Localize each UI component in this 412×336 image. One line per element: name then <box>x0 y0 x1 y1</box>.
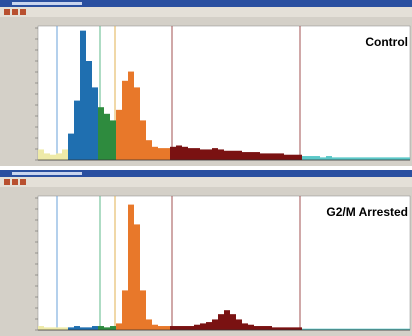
histogram-bar <box>98 326 104 330</box>
histogram-bar <box>218 314 224 330</box>
histogram-bar <box>302 156 308 160</box>
histogram-bar <box>188 148 194 160</box>
histogram-bar <box>254 152 260 160</box>
histogram-bar <box>182 147 188 160</box>
histogram-bar <box>38 326 44 330</box>
histogram-bar <box>170 326 176 330</box>
panel-label: G2/M Arrested <box>326 205 408 219</box>
histogram-bar <box>152 325 158 330</box>
histogram-bar <box>110 326 116 330</box>
screenshot: Control G2/M Arrested <box>0 0 412 336</box>
histogram-bar <box>308 156 314 160</box>
histogram-bar <box>104 114 110 160</box>
histogram-bar <box>278 153 284 160</box>
histogram-bar <box>110 120 116 160</box>
histogram-bar <box>200 149 206 160</box>
histogram-bar <box>164 326 170 330</box>
histogram-bar <box>128 205 134 330</box>
histogram-bar <box>98 107 104 160</box>
histogram-bar <box>272 153 278 160</box>
histogram-bar <box>116 323 122 330</box>
histogram-bar <box>290 155 296 160</box>
histogram-bar <box>236 319 242 330</box>
histogram-bar <box>92 326 98 330</box>
histogram-bar <box>134 87 140 160</box>
histogram-bar <box>116 110 122 160</box>
histogram-bar <box>206 149 212 160</box>
histogram-bar <box>122 81 128 160</box>
toolbar-button[interactable] <box>4 9 10 15</box>
histogram-bar <box>74 326 80 330</box>
histogram-bar <box>200 323 206 330</box>
histogram-bar <box>170 147 176 160</box>
histogram-bar <box>296 155 302 160</box>
histogram-bar <box>140 290 146 330</box>
histogram-bar <box>134 224 140 330</box>
title-text-placeholder <box>12 2 82 5</box>
histogram-bar <box>230 314 236 330</box>
histogram-bar <box>176 145 182 160</box>
histogram-bar <box>248 325 254 330</box>
histogram-bar <box>242 323 248 330</box>
histogram-bar <box>224 151 230 160</box>
histogram-bar <box>62 149 68 160</box>
histogram-bar <box>224 310 230 330</box>
histogram-bar <box>128 72 134 160</box>
histogram-bar <box>140 120 146 160</box>
status-bar <box>0 161 412 166</box>
toolbar-button[interactable] <box>12 9 18 15</box>
histogram-bar <box>284 155 290 160</box>
histogram-bar <box>38 149 44 160</box>
histogram-bar <box>146 319 152 330</box>
histogram-bar <box>266 153 272 160</box>
histogram-bar <box>326 156 332 160</box>
histogram-bar <box>194 148 200 160</box>
histogram-bar <box>86 61 92 160</box>
histogram-bar <box>122 290 128 330</box>
histogram-bar <box>50 155 56 160</box>
histogram-bar <box>230 151 236 160</box>
histogram-bar <box>68 134 74 160</box>
histogram-bar <box>248 152 254 160</box>
histogram-bar <box>194 325 200 330</box>
histogram-bar <box>152 147 158 160</box>
histogram-bar <box>242 152 248 160</box>
histogram-bar <box>260 153 266 160</box>
toolbar-button[interactable] <box>20 9 26 15</box>
histogram-bar <box>182 326 188 330</box>
toolbar-button[interactable] <box>4 179 10 185</box>
histogram-bar <box>314 156 320 160</box>
histogram-bar <box>218 149 224 160</box>
toolbar <box>0 177 412 187</box>
histogram-bar <box>176 326 182 330</box>
histogram-bar <box>236 151 242 160</box>
histogram-bar <box>266 326 272 330</box>
histogram-bar <box>212 148 218 160</box>
histogram-bar <box>146 140 152 160</box>
histogram-bar <box>254 326 260 330</box>
histogram-bar <box>92 87 98 160</box>
histogram-bar <box>188 326 194 330</box>
toolbar <box>0 7 412 17</box>
histogram-bar <box>158 326 164 330</box>
app-window: Control <box>0 0 412 166</box>
status-bar <box>0 331 412 336</box>
app-window: G2/M Arrested <box>0 170 412 336</box>
histogram-bar <box>158 148 164 160</box>
toolbar-button[interactable] <box>12 179 18 185</box>
histogram-bar <box>164 148 170 160</box>
title-text-placeholder <box>12 172 82 175</box>
histogram-bar <box>260 326 266 330</box>
histogram-bar <box>44 153 50 160</box>
histogram-bar <box>212 319 218 330</box>
histogram-bar <box>206 322 212 330</box>
panel-label: Control <box>365 35 408 49</box>
histogram-bar <box>74 101 80 160</box>
toolbar-button[interactable] <box>20 179 26 185</box>
histogram-bar <box>80 31 86 160</box>
histogram-bar <box>56 153 62 160</box>
